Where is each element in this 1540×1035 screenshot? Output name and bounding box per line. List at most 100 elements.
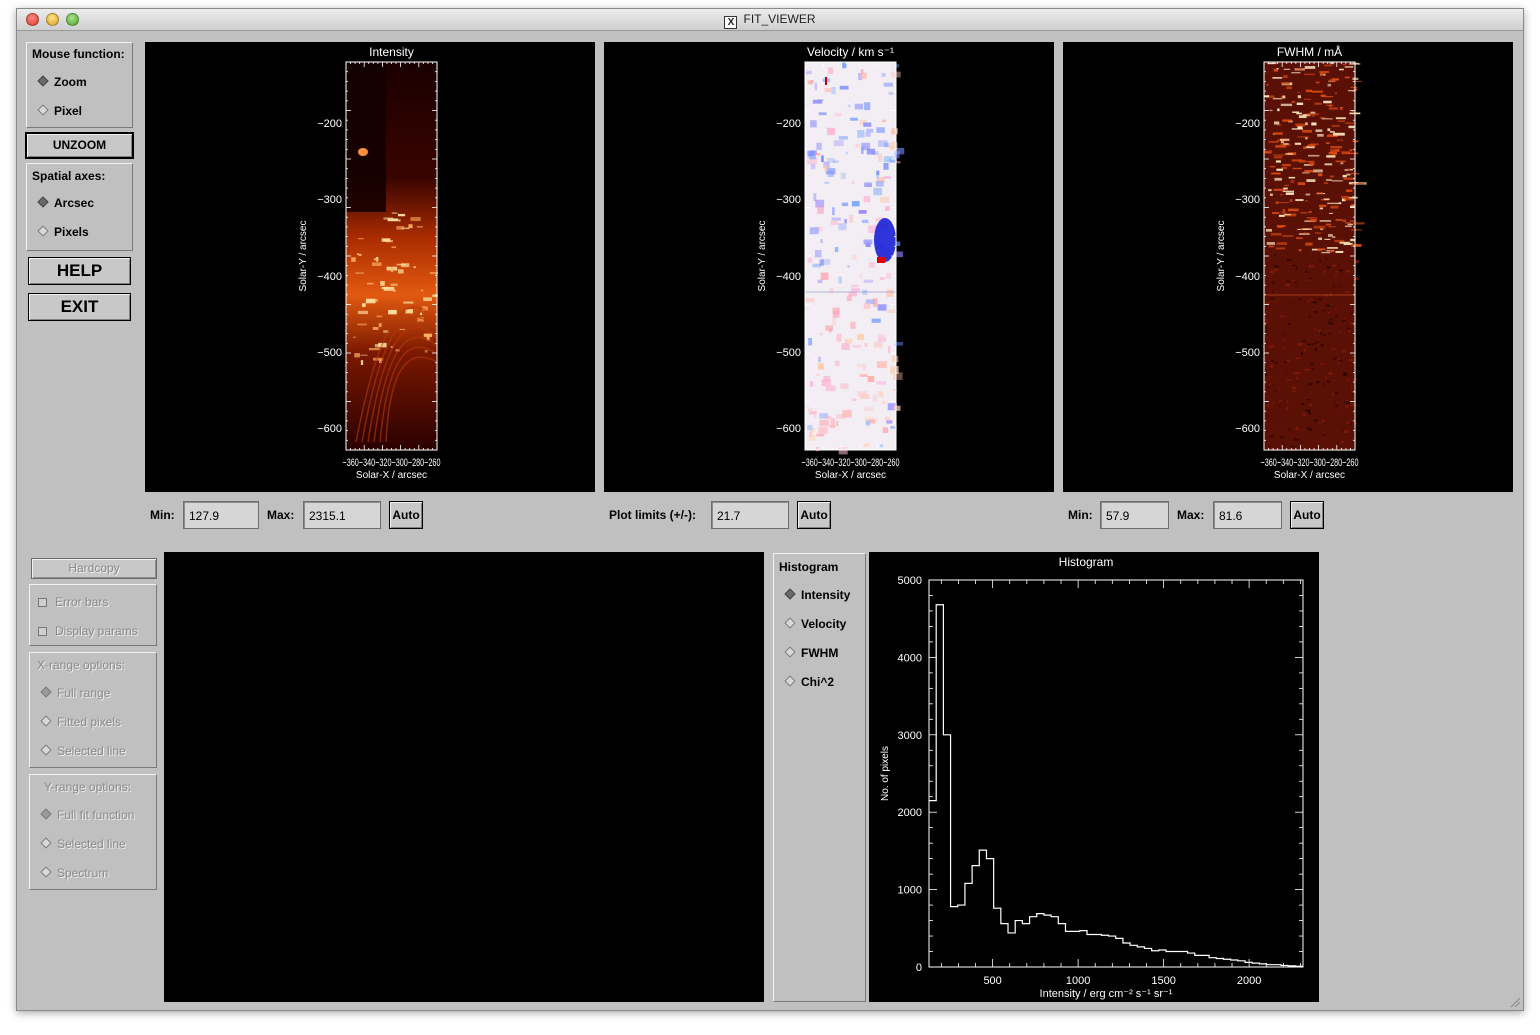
- fwhm-max-field[interactable]: 81.6: [1213, 501, 1282, 529]
- histogram-select-group: Histogram Intensity Velocity FWHM Chi^2: [773, 553, 866, 1002]
- hist-y-tick-label: 1000: [898, 885, 922, 897]
- solar-image: [805, 62, 905, 455]
- x-selected-line-radio[interactable]: Selected line: [40, 744, 126, 758]
- panel-title: Velocity / km s⁻¹: [807, 45, 894, 59]
- velocity-limits-field[interactable]: 21.7: [711, 501, 789, 529]
- x-fitted-pixels-radio[interactable]: Fitted pixels: [40, 715, 121, 729]
- spectrum-plot[interactable]: [164, 552, 764, 1002]
- hist-x-tick-label: 1500: [1151, 975, 1175, 987]
- image-axes: [1263, 61, 1356, 451]
- radio-icon: [40, 715, 52, 727]
- hist-velocity-radio[interactable]: Velocity: [784, 617, 846, 631]
- hist-chi2-radio[interactable]: Chi^2: [784, 675, 834, 689]
- mouse-function-group: Mouse function: Zoom Pixel: [26, 42, 133, 128]
- image-axes: [345, 61, 438, 451]
- y-tick-label: −300: [317, 194, 342, 206]
- intensity-auto-button[interactable]: Auto: [389, 501, 423, 529]
- zoom-window-button[interactable]: [66, 13, 79, 26]
- y-tick-label: −400: [776, 271, 801, 283]
- y-tick-label: −300: [776, 194, 801, 206]
- intensity-max-label: Max:: [267, 508, 295, 522]
- fit-viewer-window: X FIT_VIEWER Mouse function: Zoom Pixel U…: [16, 8, 1524, 1011]
- title-bar: X FIT_VIEWER: [17, 9, 1523, 31]
- radio-selected-icon: [40, 686, 52, 698]
- y-axis-label: Solar-Y / arcsec: [298, 221, 309, 292]
- velocity-auto-button[interactable]: Auto: [797, 501, 831, 529]
- display-params-checkbox[interactable]: Display params: [38, 624, 138, 638]
- solar-image: [346, 62, 438, 450]
- histogram-chart: 0 1000 2000 3000 4000 5000 500 1000 1500 2000 Hist…: [880, 555, 1304, 1000]
- fwhm-min-field[interactable]: 57.9: [1100, 501, 1169, 529]
- y-range-label: Y-range options:: [44, 780, 131, 794]
- radio-selected-icon: [40, 808, 52, 820]
- checkbox-icon: [38, 627, 47, 636]
- hist-y-axis-label: No. of pixels: [880, 746, 891, 801]
- axes-pixels-radio[interactable]: Pixels: [37, 225, 89, 239]
- axes-arcsec-radio[interactable]: Arcsec: [37, 196, 94, 210]
- radio-icon: [40, 866, 52, 878]
- hist-x-tick-label: 1000: [1066, 975, 1090, 987]
- minimize-window-button[interactable]: [46, 13, 59, 26]
- image-axes: [804, 61, 897, 451]
- spatial-axes-label: Spatial axes:: [32, 169, 106, 183]
- y-spectrum-radio[interactable]: Spectrum: [40, 866, 108, 880]
- y-tick-label: −300: [1235, 194, 1260, 206]
- resize-grip-icon[interactable]: [1509, 996, 1521, 1008]
- fwhm-min-label: Min:: [1068, 508, 1093, 522]
- radio-icon: [784, 646, 796, 658]
- x-full-range-radio[interactable]: Full range: [40, 686, 110, 700]
- x-window-icon: X: [724, 16, 738, 29]
- exit-button[interactable]: EXIT: [28, 293, 131, 321]
- y-tick-label: −200: [1235, 118, 1260, 130]
- radio-icon: [37, 104, 49, 116]
- y-tick-label: −400: [317, 271, 342, 283]
- y-tick-label: −400: [1235, 271, 1260, 283]
- radio-icon: [40, 837, 52, 849]
- solar-image: [1264, 62, 1367, 452]
- mouse-pixel-radio[interactable]: Pixel: [37, 104, 82, 118]
- radio-icon: [40, 744, 52, 756]
- y-full-fit-radio[interactable]: Full fit function: [40, 808, 134, 822]
- close-window-button[interactable]: [26, 13, 39, 26]
- y-tick-label: −600: [317, 423, 342, 435]
- intensity-image-plot[interactable]: Intensity −200 −300 −400 −500 −600 −360−340−32…: [145, 42, 595, 492]
- intensity-min-field[interactable]: 127.9: [183, 501, 259, 529]
- hist-y-tick-label: 0: [916, 962, 922, 974]
- hist-y-tick-label: 3000: [898, 730, 922, 742]
- hist-y-tick-label: 2000: [898, 807, 922, 819]
- x-axis-label: Solar-X / arcsec: [815, 470, 886, 481]
- hist-intensity-radio[interactable]: Intensity: [784, 588, 850, 602]
- intensity-max-field[interactable]: 2315.1: [303, 501, 381, 529]
- help-button[interactable]: HELP: [28, 257, 131, 285]
- x-axis-label: Solar-X / arcsec: [1274, 470, 1345, 481]
- histogram-step-line: [929, 604, 1303, 967]
- hardcopy-button[interactable]: Hardcopy: [31, 558, 157, 579]
- window-title: FIT_VIEWER: [743, 12, 816, 26]
- hist-x-tick-label: 2000: [1237, 975, 1261, 987]
- radio-selected-icon: [37, 75, 49, 87]
- hist-fwhm-radio[interactable]: FWHM: [784, 646, 838, 660]
- panel-title: FWHM / mÅ: [1277, 44, 1342, 59]
- intensity-min-label: Min:: [150, 508, 175, 522]
- display-options-group: Error bars Display params: [29, 584, 157, 646]
- y-tick-label: −600: [776, 423, 801, 435]
- plot-frame: [928, 579, 1304, 968]
- unzoom-button[interactable]: UNZOOM: [25, 132, 134, 159]
- y-tick-label: −500: [776, 347, 801, 359]
- histogram-plot[interactable]: 0 1000 2000 3000 4000 5000 500 1000 1500 2000 Hist…: [869, 552, 1319, 1002]
- mouse-function-label: Mouse function:: [32, 47, 125, 61]
- y-tick-label: −500: [317, 347, 342, 359]
- panel-title: Intensity: [369, 45, 414, 59]
- velocity-image-plot[interactable]: Velocity / km s⁻¹ −200 −300 −400 −500 −600 −36…: [604, 42, 1054, 492]
- hist-y-tick-label: 5000: [898, 575, 922, 587]
- fwhm-image-plot[interactable]: FWHM / mÅ −200 −300 −400 −500 −600 −360−340−32…: [1063, 42, 1513, 492]
- error-bars-checkbox[interactable]: Error bars: [38, 595, 108, 609]
- fwhm-auto-button[interactable]: Auto: [1290, 501, 1324, 529]
- y-selected-line-radio[interactable]: Selected line: [40, 837, 126, 851]
- x-tick-labels: −360−340−320−300−280−260: [802, 457, 900, 469]
- histogram-select-label: Histogram: [779, 560, 839, 574]
- y-tick-label: −200: [776, 118, 801, 130]
- y-range-group: Y-range options: Full fit function Selec…: [29, 774, 157, 890]
- x-tick-labels: −360−340−320−300−280−260: [1261, 457, 1359, 469]
- mouse-zoom-radio[interactable]: Zoom: [37, 75, 87, 89]
